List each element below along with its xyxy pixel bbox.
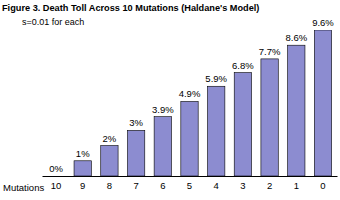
background bbox=[0, 0, 340, 200]
title: Figure 3. Death Toll Across 10 Mutations… bbox=[2, 3, 259, 13]
data-label: 7.7% bbox=[259, 46, 281, 57]
tick-label: 2 bbox=[267, 180, 272, 191]
tick: 3 bbox=[240, 176, 245, 191]
bar bbox=[47, 176, 64, 177]
tick-label: 8 bbox=[107, 180, 112, 191]
x-axis: 109876543210 bbox=[43, 176, 338, 191]
bar bbox=[74, 161, 91, 176]
chart: Figure 3. Death Toll Across 10 Mutations… bbox=[0, 0, 340, 200]
data-label: 2% bbox=[103, 133, 117, 144]
tick-label: 4 bbox=[214, 180, 219, 191]
tick: 4 bbox=[214, 176, 219, 191]
data-label: 3.9% bbox=[152, 104, 174, 115]
tick: 7 bbox=[133, 176, 138, 191]
data-label: 3% bbox=[129, 117, 143, 128]
data-labels: 0% 1% 2% 3% 3.9% 4.9% 5.9% 6.8% 7.7% 8.6% 9.6% bbox=[49, 17, 334, 174]
data-label: 5.9% bbox=[205, 73, 227, 84]
subtitle: s=0.01 for each bbox=[22, 17, 84, 27]
bar bbox=[181, 101, 198, 176]
tick: 1 bbox=[294, 176, 299, 191]
tick-label: 1 bbox=[294, 180, 299, 191]
tick-label: 0 bbox=[320, 180, 325, 191]
tick: 6 bbox=[160, 176, 165, 191]
tick: 0 bbox=[320, 176, 325, 191]
bar bbox=[127, 130, 144, 176]
data-label: 4.9% bbox=[179, 88, 201, 99]
tick: 8 bbox=[107, 176, 112, 191]
tick-label: 7 bbox=[133, 180, 138, 191]
data-label: 1% bbox=[76, 148, 90, 159]
tick-label: 9 bbox=[80, 180, 85, 191]
tick-label: 3 bbox=[240, 180, 245, 191]
bar bbox=[288, 45, 305, 176]
tick: 10 bbox=[51, 176, 62, 191]
tick: 9 bbox=[80, 176, 85, 191]
bar bbox=[234, 73, 251, 176]
bar bbox=[208, 86, 225, 176]
data-label: 8.6% bbox=[285, 32, 307, 43]
axis-line bbox=[43, 176, 338, 177]
bar bbox=[154, 117, 171, 176]
bar bbox=[101, 146, 118, 176]
data-label: 6.8% bbox=[232, 60, 254, 71]
bar bbox=[314, 30, 331, 176]
bar bbox=[261, 59, 278, 176]
x-axis-title: Mutations bbox=[3, 182, 44, 193]
tick-label: 5 bbox=[187, 180, 192, 191]
tick: 5 bbox=[187, 176, 192, 191]
data-label: 9.6% bbox=[312, 17, 334, 28]
tick-label: 10 bbox=[51, 180, 62, 191]
data-label: 0% bbox=[49, 163, 63, 174]
tick: 2 bbox=[267, 176, 272, 191]
bars bbox=[74, 30, 332, 176]
tick-label: 6 bbox=[160, 180, 165, 191]
